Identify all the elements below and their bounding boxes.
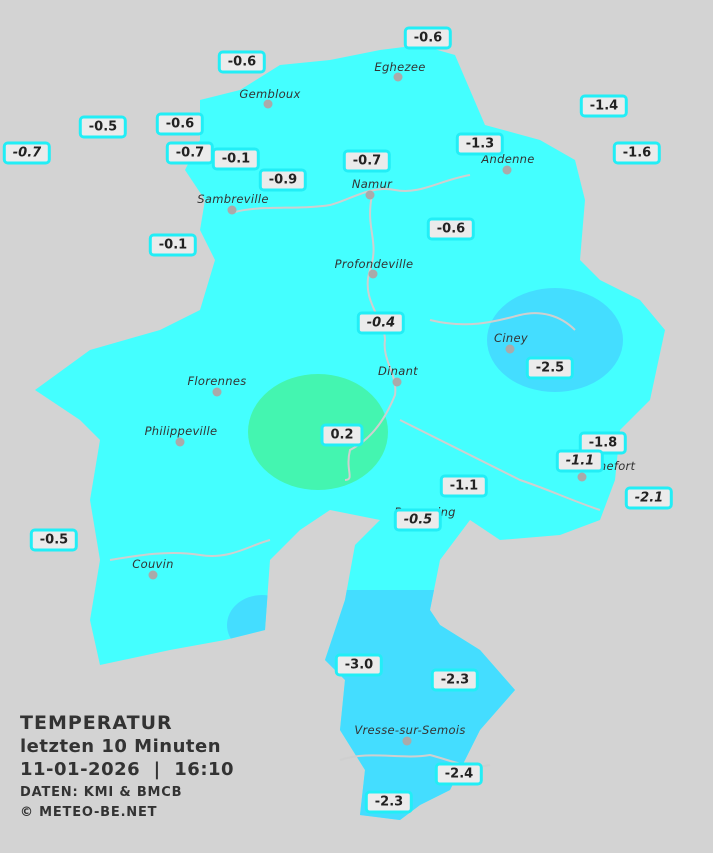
city-dot <box>402 736 412 746</box>
temperature-reading: -1.1 <box>555 449 605 473</box>
river-viroin <box>109 539 271 561</box>
city-label: Andenne <box>481 152 535 166</box>
city-dot <box>392 377 402 387</box>
cold-zone-couvin <box>227 595 297 655</box>
temperature-reading: -2.5 <box>525 356 575 380</box>
temperature-reading: -0.6 <box>426 217 476 241</box>
temperature-reading: -2.4 <box>434 762 484 786</box>
river-meuse <box>234 174 471 481</box>
temperature-reading: -2.1 <box>624 486 674 510</box>
temperature-reading: -0.7 <box>165 141 215 165</box>
river-lesse <box>399 312 601 511</box>
temperature-reading: -0.7 <box>2 141 52 165</box>
temperature-reading: -0.4 <box>356 311 406 335</box>
city-label: Namur <box>351 177 393 191</box>
temperature-reading: -0.5 <box>78 115 128 139</box>
temperature-reading: -0.7 <box>342 149 392 173</box>
temperature-reading: 0.2 <box>320 423 364 447</box>
city-label: Profondeville <box>334 257 414 271</box>
temperature-reading: -0.5 <box>393 508 443 532</box>
city-dot <box>263 99 273 109</box>
temperature-reading: -2.3 <box>364 790 414 814</box>
city-dot <box>502 165 512 175</box>
city-label: Vresse-sur-Semois <box>354 723 466 737</box>
city-dot <box>175 437 185 447</box>
temperature-reading: -1.1 <box>439 474 489 498</box>
temperature-reading: -1.4 <box>579 94 629 118</box>
temperature-reading: -0.1 <box>148 233 198 257</box>
legend-title: TEMPERATUR <box>20 712 173 734</box>
city-dot <box>368 269 378 279</box>
city-label: Gembloux <box>239 87 301 101</box>
city-label: Dinant <box>378 364 418 378</box>
temperature-reading: -0.9 <box>258 168 308 192</box>
cold-zone-south <box>300 590 540 820</box>
city-label: Couvin <box>132 557 174 571</box>
city-dot <box>365 190 375 200</box>
temperature-reading: -3.0 <box>334 653 384 677</box>
city-label: Ciney <box>494 331 528 345</box>
temperature-reading: -0.6 <box>155 112 205 136</box>
city-label: Florennes <box>187 374 247 388</box>
temperature-reading: -2.3 <box>430 668 480 692</box>
city-dot <box>577 472 587 482</box>
city-label: Sambreville <box>197 192 269 206</box>
legend-source: DATEN: KMI & BMCB <box>20 785 183 800</box>
temperature-reading: -1.3 <box>455 132 505 156</box>
legend-datetime: 11-01-2026 | 16:10 <box>20 759 235 780</box>
city-label: Eghezee <box>374 60 426 74</box>
temperature-reading: -1.6 <box>612 141 662 165</box>
city-dot <box>148 570 158 580</box>
city-dot <box>227 205 237 215</box>
warm-zone-center <box>248 374 388 490</box>
legend-copyright: © METEO-BE.NET <box>20 805 158 820</box>
temperature-reading: -0.6 <box>217 50 267 74</box>
temperature-reading: -0.1 <box>211 147 261 171</box>
city-dot <box>505 344 515 354</box>
city-dot <box>393 72 403 82</box>
temperature-reading: -0.6 <box>403 26 453 50</box>
legend-subtitle: letzten 10 Minuten <box>20 736 222 757</box>
city-label: Philippeville <box>144 424 218 438</box>
legend: TEMPERATUR letzten 10 Minuten 11-01-2026… <box>20 712 234 820</box>
city-dot <box>212 387 222 397</box>
temperature-reading: -0.5 <box>29 528 79 552</box>
